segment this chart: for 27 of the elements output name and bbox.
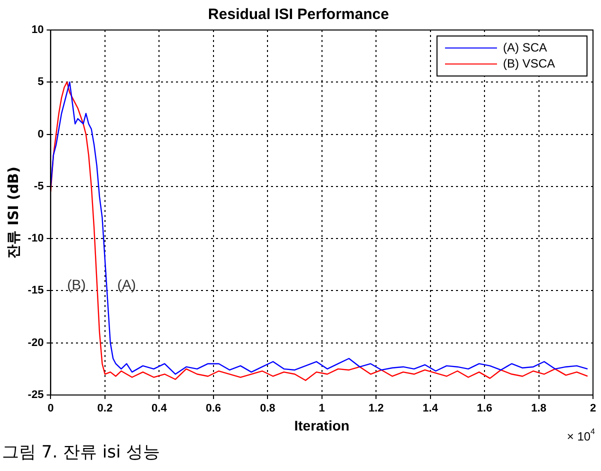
y-tick-label: -10	[28, 232, 44, 245]
x-tick-label: 0.2	[97, 402, 113, 415]
x-tick-label: 0	[48, 402, 54, 415]
x-tick-label: 1	[318, 402, 325, 415]
x-tick-label: 0.8	[260, 402, 276, 415]
x-tick-label: 0.4	[152, 402, 168, 415]
y-tick-label: -5	[34, 180, 44, 192]
caption: 그림 7. 잔류 isi 성능	[2, 442, 160, 462]
x-tick-label: 2	[590, 402, 596, 415]
annotation: (A)	[117, 276, 136, 292]
x-tick-label: 1.4	[422, 402, 439, 415]
x-tick-label: 1.2	[368, 402, 384, 415]
y-axis-title: 잔류 ISI (dB)	[6, 166, 22, 258]
x-tick-label: 1.8	[531, 402, 546, 415]
x-axis-title: Iteration	[294, 417, 350, 434]
chart-title: Residual ISI Performance	[208, 6, 389, 24]
x-tick-label: 1.6	[476, 402, 492, 415]
y-tick-label: -15	[28, 284, 44, 297]
y-tick-label: 0	[38, 128, 44, 140]
annotation: (B)	[67, 276, 86, 292]
y-tick-label: -20	[28, 336, 44, 349]
y-tick-label: 5	[38, 76, 44, 88]
x-tick-label: 0.6	[206, 402, 222, 415]
legend-label: (A) SCA	[503, 40, 548, 54]
y-tick-label: -25	[28, 389, 44, 402]
legend-label: (B) VSCA	[503, 56, 556, 70]
y-tick-label: 10	[31, 24, 44, 36]
